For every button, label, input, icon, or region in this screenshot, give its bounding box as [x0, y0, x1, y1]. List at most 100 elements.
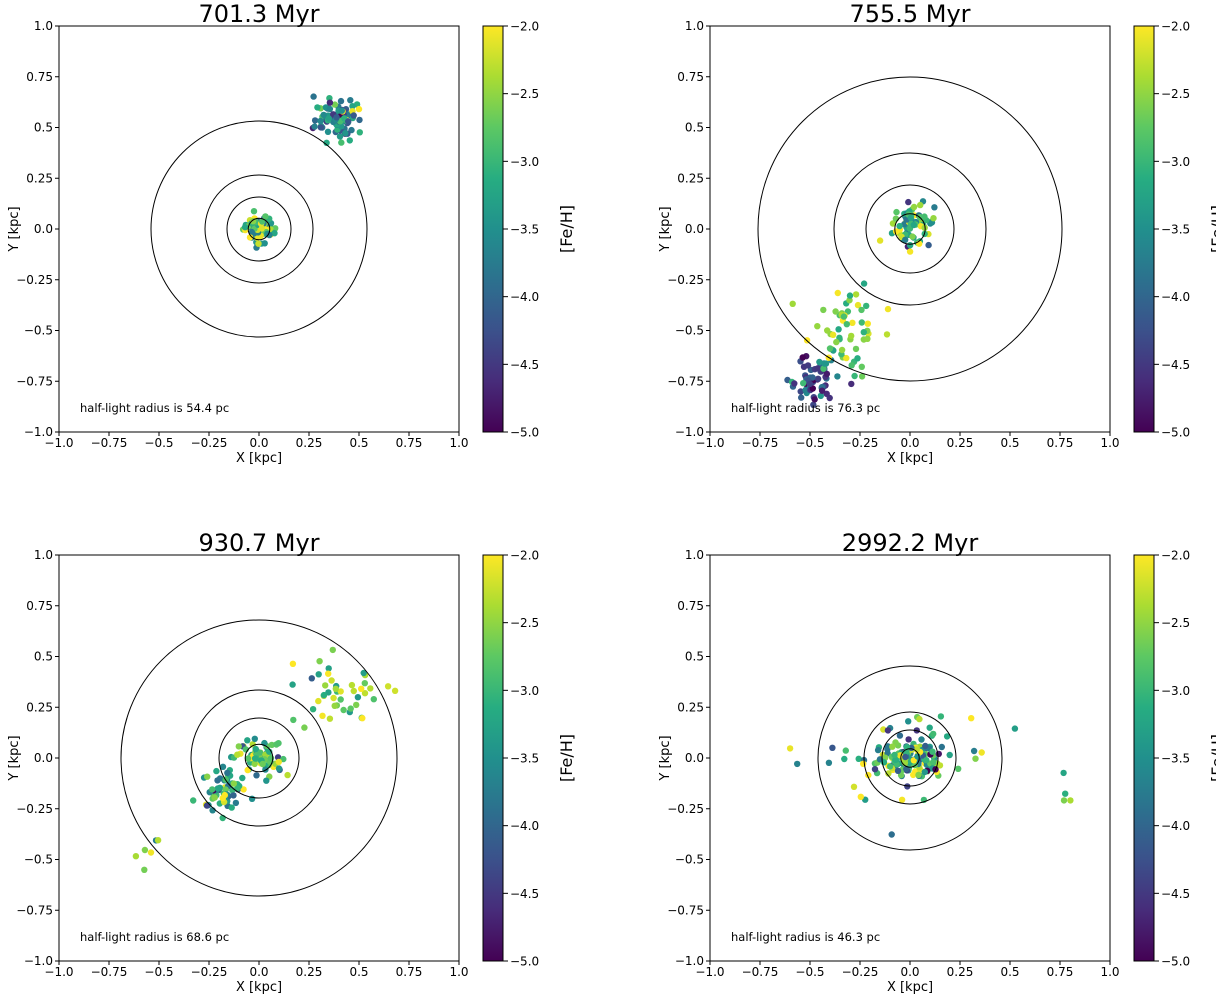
star-point — [888, 831, 895, 838]
star-point — [842, 747, 849, 754]
x-tick-label: −1.0 — [695, 965, 724, 979]
star-point — [786, 745, 794, 752]
half-light-radius-annotation: half-light radius is 68.6 pc — [80, 930, 229, 944]
panel-4: 2992.2 Myr −1.0 −0.75 −0.5 −0.25 0.0 0.25 0.5 0.… — [658, 529, 1216, 995]
y-tick-label: −0.5 — [675, 324, 704, 338]
star-point — [229, 786, 236, 794]
star-point — [308, 675, 315, 682]
star-point — [323, 139, 330, 146]
star-point — [906, 248, 914, 255]
y-tick-label: 0.5 — [34, 121, 53, 135]
star-point — [884, 746, 891, 753]
star-point — [892, 756, 899, 763]
scatter-points — [784, 198, 938, 408]
star-point — [889, 743, 896, 750]
x-tick-label: 1.0 — [1100, 965, 1119, 979]
star-point — [384, 683, 392, 690]
star-point — [806, 380, 814, 388]
star-point — [896, 732, 904, 739]
star-point — [337, 688, 344, 695]
y-tick-label: 0.25 — [677, 700, 704, 714]
star-point — [361, 690, 369, 697]
star-point — [347, 97, 354, 104]
radius-circle — [894, 213, 926, 245]
colorbar — [482, 554, 504, 962]
y-tick-label: 1.0 — [34, 548, 53, 562]
star-point — [336, 133, 344, 140]
star-point — [852, 291, 860, 298]
star-point — [222, 786, 229, 793]
star-point — [228, 804, 235, 811]
x-tick-label: −0.25 — [191, 436, 228, 450]
star-point — [930, 215, 937, 222]
star-point — [871, 766, 879, 773]
star-point — [935, 750, 942, 758]
star-point — [858, 373, 866, 380]
star-point — [843, 354, 850, 362]
colorbar-tick-label: −4.0 — [1161, 819, 1190, 833]
star-point — [317, 124, 324, 131]
star-point — [246, 234, 254, 241]
star-point — [906, 242, 914, 249]
star-point — [820, 365, 827, 372]
radius-circle — [900, 748, 920, 768]
star-point — [257, 749, 264, 756]
x-tick-label: −0.25 — [842, 436, 879, 450]
x-tick-label: 0.25 — [296, 965, 323, 979]
star-point — [251, 735, 258, 742]
star-point — [310, 93, 317, 100]
y-tick-label: −0.25 — [667, 273, 704, 287]
star-point — [854, 301, 862, 309]
star-point — [864, 335, 871, 342]
star-point — [814, 365, 821, 372]
x-tick-label: 0.0 — [249, 965, 268, 979]
x-tick-label: 0.25 — [947, 965, 974, 979]
colorbar-tick-label: −2.0 — [1161, 20, 1190, 34]
y-tick-label: −1.0 — [24, 954, 53, 968]
star-point — [863, 302, 870, 310]
colorbar-tick-label: −3.0 — [510, 684, 539, 698]
star-point — [816, 358, 823, 366]
star-point — [263, 777, 270, 784]
star-point — [230, 792, 237, 799]
star-point — [219, 763, 227, 770]
y-tick-label: 0.25 — [677, 171, 704, 185]
x-tick-label: 0.75 — [1047, 436, 1074, 450]
scatter-points — [239, 93, 363, 251]
star-point — [358, 685, 365, 692]
star-point — [370, 696, 377, 703]
y-tick-label: −1.0 — [675, 425, 704, 439]
y-tick-label: 0.5 — [685, 650, 704, 664]
star-point — [309, 706, 317, 713]
star-point — [330, 694, 337, 702]
star-point — [905, 736, 912, 743]
star-point — [333, 114, 340, 121]
star-point — [346, 137, 353, 144]
y-tick-label: −0.75 — [16, 903, 53, 917]
star-point — [916, 715, 923, 723]
colorbar-tick-label: −2.5 — [1161, 616, 1190, 630]
panel-3: 930.7 Myr −1.0 −0.75 −0.5 −0.25 0.0 0.25 0.5 0.7… — [7, 529, 576, 995]
radius-circles — [120, 619, 398, 897]
star-point — [190, 797, 197, 804]
star-point — [259, 218, 266, 225]
star-point — [970, 747, 978, 755]
star-point — [814, 323, 821, 330]
star-point — [910, 771, 917, 779]
x-tick-label: 1.0 — [1100, 436, 1119, 450]
star-point — [338, 139, 345, 146]
colorbar-label: [Fe/H] — [1208, 734, 1216, 782]
star-point — [885, 770, 892, 777]
star-point — [338, 107, 345, 114]
star-point — [910, 221, 917, 229]
star-point — [284, 771, 291, 779]
star-point — [1062, 790, 1069, 797]
star-point — [252, 745, 259, 753]
colorbar-label: [Fe/H] — [557, 734, 576, 782]
colorbar-tick-label: −5.0 — [510, 426, 539, 440]
star-point — [824, 327, 831, 334]
radius-circle — [865, 184, 955, 274]
star-point — [818, 387, 826, 394]
star-point — [926, 724, 933, 731]
star-point — [275, 740, 282, 747]
